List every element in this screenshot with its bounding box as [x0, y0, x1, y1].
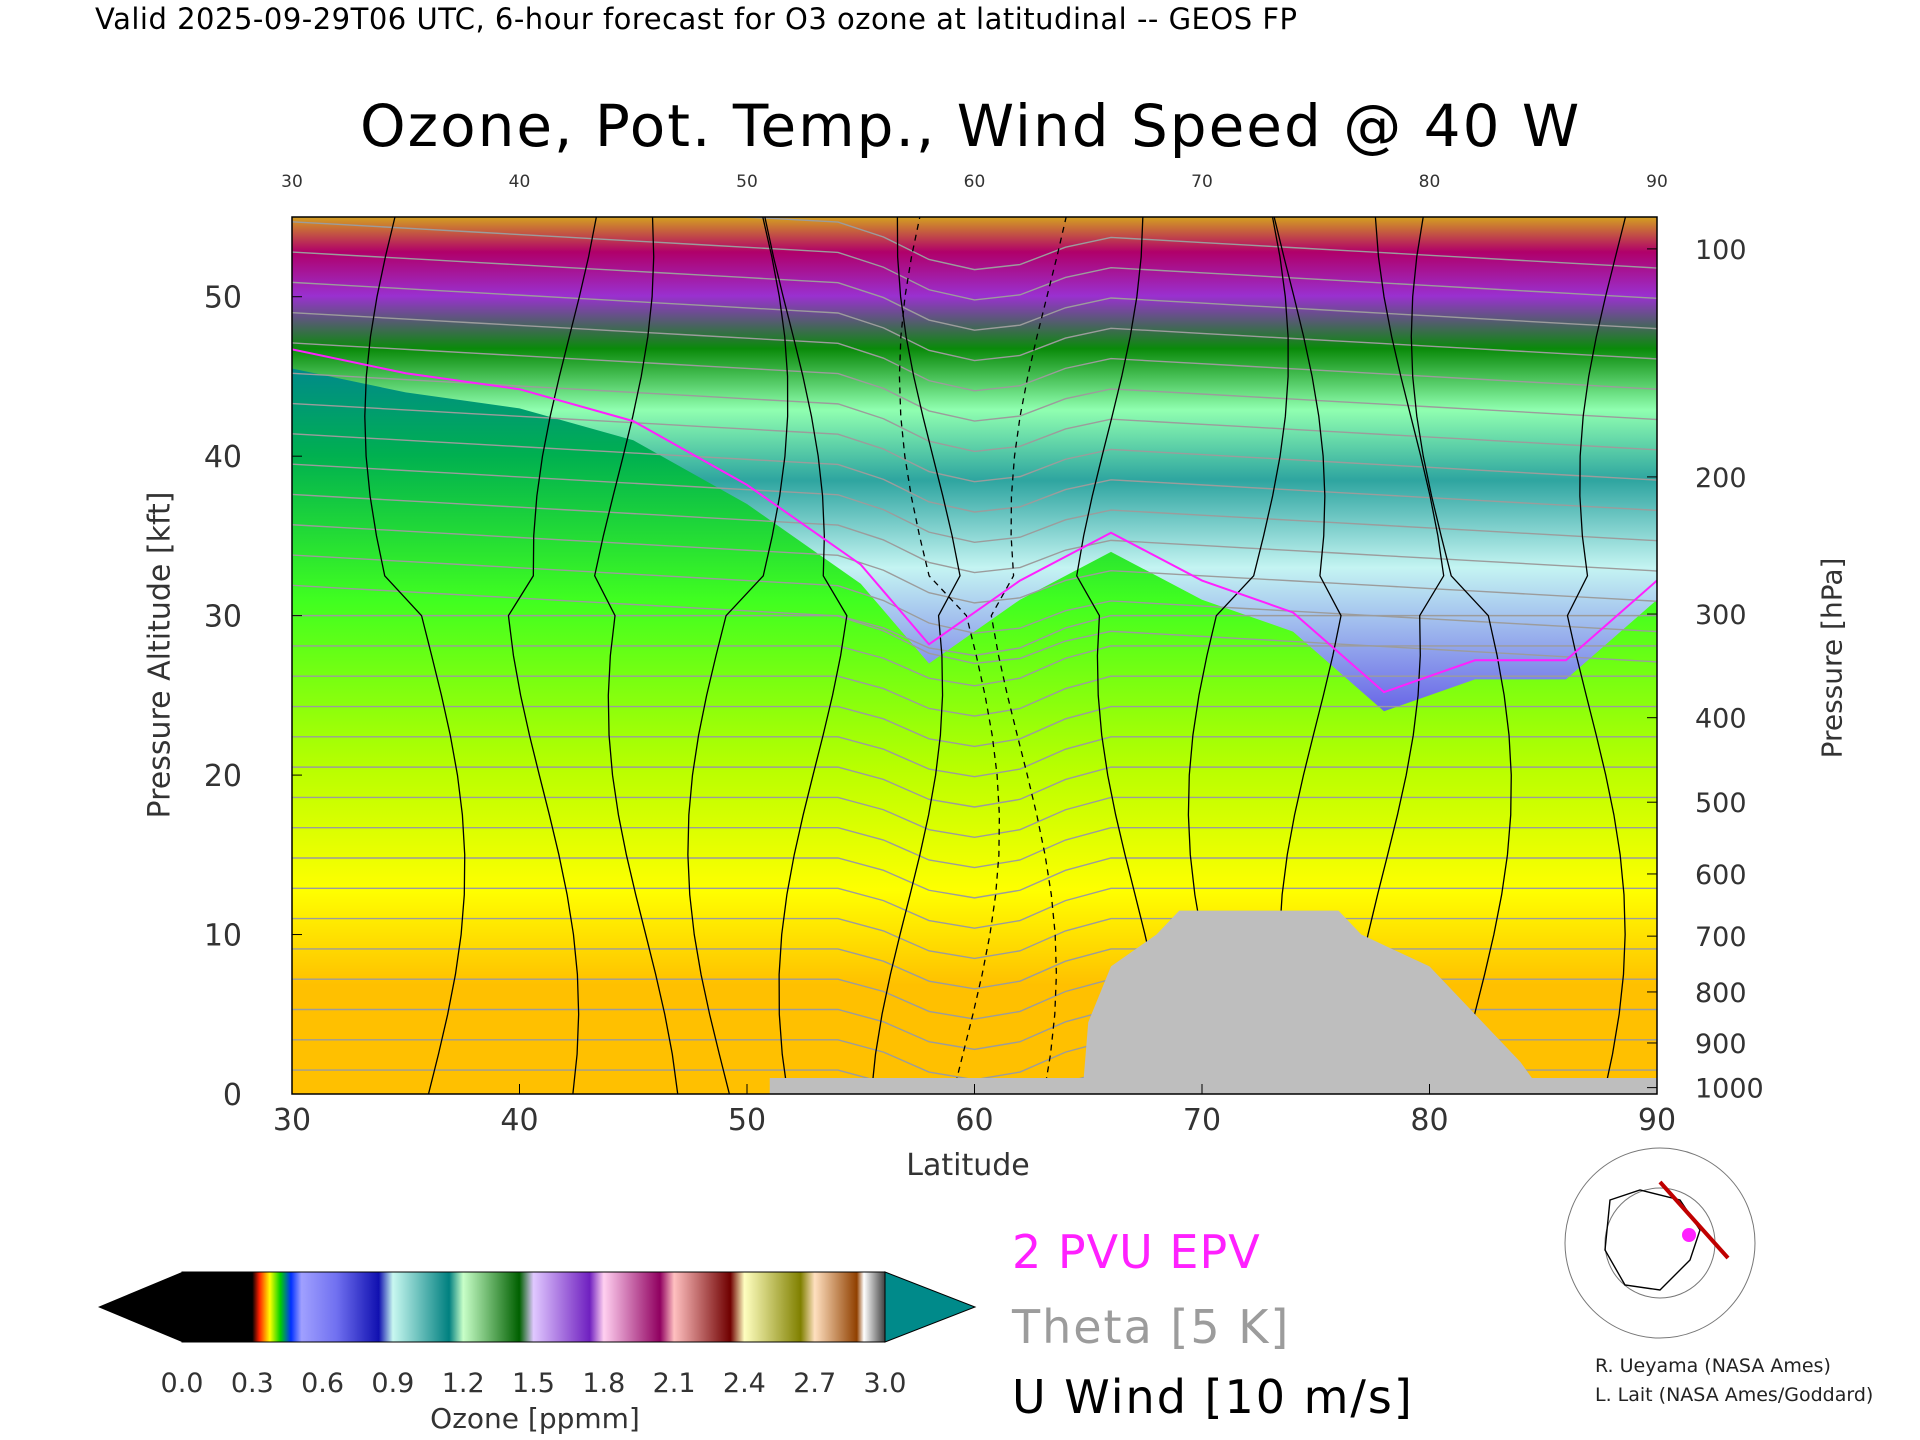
pressure-tick-label: 1000 [1695, 1074, 1764, 1105]
colorbar-tick-label: 1.2 [442, 1368, 485, 1399]
x-tick-label-top: 40 [509, 172, 531, 192]
x-tick-label-top: 70 [1191, 172, 1213, 192]
legend-theta: Theta [5 K] [1012, 1300, 1291, 1354]
theta-contour [292, 554, 1657, 634]
pressure-tick-label: 500 [1695, 788, 1747, 819]
y-tick-label: 20 [204, 759, 242, 794]
x-axis-label: Latitude [906, 1148, 1030, 1183]
y-tick-label: 40 [204, 440, 242, 475]
x-tick-label-top: 50 [736, 172, 758, 192]
theta-contour [292, 948, 1657, 990]
y-tick-label: 30 [204, 600, 242, 635]
legend-pv-epv: 2 PVU EPV [1012, 1225, 1261, 1279]
pressure-tick-label: 700 [1695, 922, 1747, 953]
x-tick-label-top: 80 [1419, 172, 1441, 192]
colorbar-tick-label: 0.0 [161, 1368, 204, 1399]
colorbar-tick-label: 0.9 [371, 1368, 414, 1399]
terrain-mask [769, 910, 1657, 1094]
u-wind-contour [764, 217, 848, 1094]
y-tick-label: 10 [204, 919, 242, 954]
credit-line-2: L. Lait (NASA Ames/Goddard) [1595, 1384, 1874, 1406]
y-tick-label: 50 [204, 281, 242, 316]
theta-contour [292, 221, 1657, 301]
colorbar-low-arrow [98, 1272, 182, 1342]
pressure-tick-label: 200 [1695, 463, 1747, 494]
colorbar-tick-label: 0.3 [231, 1368, 274, 1399]
u-wind-contour [687, 217, 789, 1094]
theta-contour [292, 857, 1657, 899]
inset-map-transect [1658, 1180, 1730, 1260]
u-wind-contour [870, 217, 961, 1094]
chart-title: Ozone, Pot. Temp., Wind Speed @ 40 W [360, 92, 1582, 160]
theta-contour [292, 796, 1657, 838]
pressure-tick-label: 600 [1695, 860, 1747, 891]
colorbar-tick-label: 2.4 [723, 1368, 766, 1399]
theta-contour [292, 433, 1657, 513]
location-inset-map [1560, 1147, 1760, 1339]
colorbar-tick-label: 0.6 [301, 1368, 344, 1399]
theta-contour [292, 736, 1657, 778]
inset-map-bg [1560, 1168, 1760, 1318]
x-tick-label-top: 60 [964, 172, 986, 192]
x-tick-label: 70 [1183, 1103, 1221, 1138]
colorbar-tick-label: 2.7 [793, 1368, 836, 1399]
pressure-tick-label: 100 [1695, 235, 1747, 266]
legend-u-wind: U Wind [10 m/s] [1012, 1370, 1414, 1424]
u-wind-contour [364, 217, 466, 1094]
y-tick-label: 0 [223, 1078, 242, 1113]
x-tick-label: 50 [728, 1103, 766, 1138]
colorbar-ramp [181, 1271, 886, 1343]
theta-contour [292, 342, 1657, 422]
colorbar-tick-label: 1.5 [512, 1368, 555, 1399]
theta-contour [734, 217, 1657, 271]
colorbar-tick-label: 2.1 [653, 1368, 696, 1399]
theta-contour [292, 827, 1657, 869]
x-tick-label: 30 [273, 1103, 311, 1138]
colorbar-high-arrow [884, 1271, 977, 1343]
theta-contour [292, 311, 1657, 392]
theta-contour [292, 917, 1657, 960]
theta-contour [292, 463, 1657, 543]
u-wind-contour [1410, 217, 1512, 1094]
pressure-tick-label: 800 [1695, 978, 1747, 1009]
x-tick-label-top: 90 [1646, 172, 1668, 192]
inset-map-coastline [1604, 1189, 1701, 1291]
theta-contour [292, 281, 1657, 362]
u-wind-contour [1566, 217, 1627, 1094]
x-tick-label: 40 [500, 1103, 538, 1138]
x-tick-label-top: 30 [281, 172, 303, 192]
pv-2pvu-contour [292, 348, 1657, 694]
theta-contour [292, 887, 1657, 929]
u-wind-contour [593, 217, 679, 1094]
u-wind-contour [990, 217, 1067, 1094]
theta-contour [292, 251, 1657, 331]
theta-contour [292, 766, 1657, 808]
colorbar-tick-label: 3.0 [864, 1368, 907, 1399]
inset-map-graticule [1564, 1147, 1756, 1339]
inset-map-point [1682, 1228, 1696, 1242]
theta-contour [292, 493, 1657, 574]
u-wind-contour [507, 217, 597, 1094]
pressure-tick-label: 300 [1695, 600, 1747, 631]
credit-line-1: R. Ueyama (NASA Ames) [1595, 1355, 1831, 1377]
theta-contour [292, 402, 1657, 483]
x-tick-label: 80 [1410, 1103, 1448, 1138]
y-axis-label-right: Pressure [hPa] [1815, 557, 1849, 759]
colorbar-title: Ozone [ppmm] [430, 1402, 640, 1435]
pressure-tick-label: 900 [1695, 1029, 1747, 1060]
y-axis-label-left: Pressure Altitude [kft] [142, 491, 178, 819]
x-tick-label: 60 [955, 1103, 993, 1138]
theta-contour [292, 614, 1657, 657]
colorbar-tick-label: 1.8 [582, 1368, 625, 1399]
pressure-tick-label: 400 [1695, 704, 1747, 735]
theta-contour [292, 645, 1657, 687]
theta-contour [292, 705, 1657, 748]
x-tick-label: 90 [1638, 1103, 1676, 1138]
theta-contour [292, 372, 1657, 453]
theta-contour [292, 524, 1657, 604]
valid-time-header: Valid 2025-09-29T06 UTC, 6-hour forecast… [95, 2, 1298, 36]
u-wind-contour [898, 217, 1001, 1094]
